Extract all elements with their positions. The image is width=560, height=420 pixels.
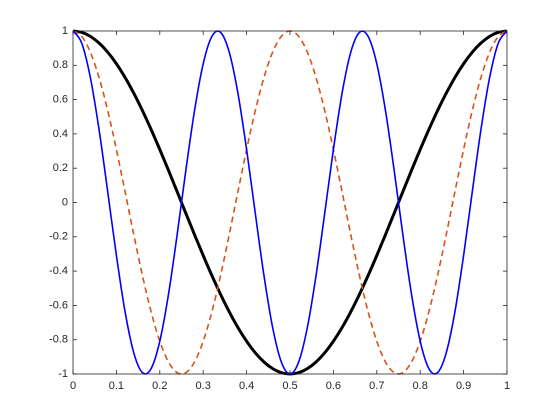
y-tick-label: 1 — [62, 25, 68, 37]
y-tick-label: 0.2 — [53, 162, 68, 174]
x-tick-label: 0.4 — [239, 380, 254, 392]
x-tick-label: 1 — [504, 380, 510, 392]
x-tick-label: 0.1 — [109, 380, 124, 392]
x-tick-label: 0.7 — [369, 380, 384, 392]
x-tick-label: 0.5 — [282, 380, 297, 392]
x-tick-label: 0.3 — [196, 380, 211, 392]
y-tick-label: -1 — [58, 368, 68, 380]
y-tick-label: 0.8 — [53, 59, 68, 71]
x-tick-label: 0.8 — [413, 380, 428, 392]
x-tick-label: 0 — [70, 380, 76, 392]
x-tick-label: 0.2 — [152, 380, 167, 392]
y-tick-label: 0 — [62, 196, 68, 208]
y-tick-label: 0.6 — [53, 94, 68, 106]
x-tick-label: 0.6 — [326, 380, 341, 392]
y-tick-label: -0.6 — [49, 299, 68, 311]
y-tick-label: -0.2 — [49, 231, 68, 243]
y-tick-label: -0.8 — [49, 334, 68, 346]
y-tick-label: 0.4 — [53, 128, 68, 140]
x-tick-label: 0.9 — [456, 380, 471, 392]
y-tick-label: -0.4 — [49, 265, 68, 277]
